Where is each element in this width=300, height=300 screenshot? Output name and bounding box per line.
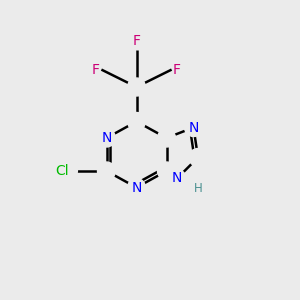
Circle shape [158, 162, 175, 180]
Circle shape [128, 78, 146, 96]
Circle shape [128, 178, 146, 196]
Circle shape [158, 129, 175, 147]
Text: N: N [101, 131, 112, 145]
Circle shape [168, 169, 186, 188]
Circle shape [184, 118, 202, 136]
Text: F: F [133, 34, 140, 48]
Text: F: F [173, 63, 181, 76]
Circle shape [189, 148, 207, 166]
Circle shape [67, 166, 77, 176]
Text: N: N [172, 172, 182, 185]
Text: Cl: Cl [56, 164, 69, 178]
Circle shape [128, 112, 146, 130]
Text: H: H [194, 182, 202, 196]
Text: N: N [131, 181, 142, 194]
Circle shape [98, 162, 116, 180]
Text: F: F [92, 63, 100, 76]
Circle shape [98, 129, 116, 147]
Text: N: N [188, 121, 199, 134]
